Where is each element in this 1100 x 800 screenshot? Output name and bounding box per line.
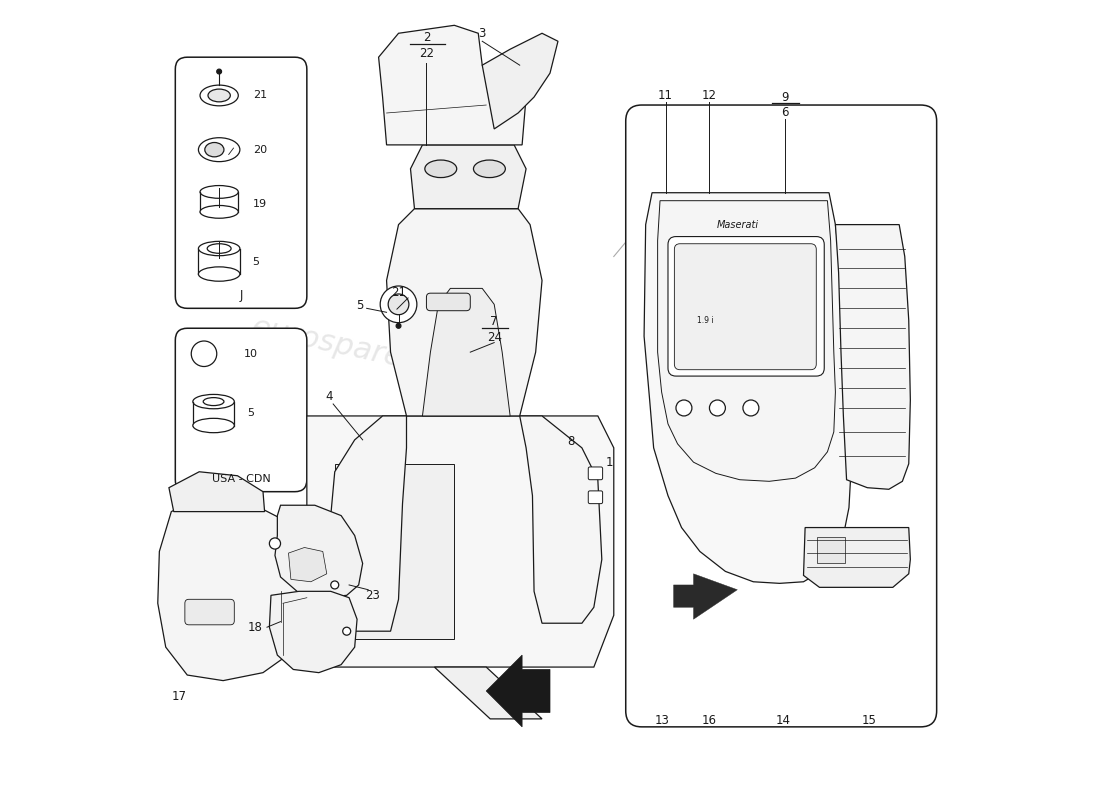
Text: 19: 19 [253, 199, 267, 209]
Polygon shape [288, 547, 327, 582]
Polygon shape [486, 655, 550, 727]
Ellipse shape [198, 138, 240, 162]
Text: 14: 14 [777, 714, 791, 727]
Text: 5: 5 [248, 408, 254, 418]
Ellipse shape [473, 160, 505, 178]
Text: Maserati: Maserati [716, 220, 758, 230]
Text: 12: 12 [702, 89, 717, 102]
Ellipse shape [200, 85, 239, 106]
Polygon shape [386, 209, 542, 416]
Text: 3: 3 [478, 26, 486, 40]
Text: 2: 2 [422, 30, 430, 44]
Text: 13: 13 [654, 714, 669, 727]
Ellipse shape [208, 89, 230, 102]
Polygon shape [519, 416, 602, 623]
Circle shape [331, 581, 339, 589]
Polygon shape [422, 288, 510, 416]
FancyBboxPatch shape [175, 57, 307, 308]
Text: 22: 22 [419, 46, 433, 60]
Polygon shape [327, 416, 407, 631]
Text: 7: 7 [491, 315, 498, 328]
Polygon shape [378, 26, 526, 145]
Circle shape [270, 538, 280, 549]
Text: 16: 16 [702, 714, 717, 727]
Ellipse shape [204, 398, 224, 406]
FancyBboxPatch shape [588, 467, 603, 480]
Text: 6: 6 [781, 106, 789, 119]
FancyBboxPatch shape [668, 237, 824, 376]
Circle shape [191, 341, 217, 366]
Ellipse shape [425, 160, 456, 178]
FancyBboxPatch shape [175, 328, 307, 492]
Polygon shape [334, 464, 454, 639]
Ellipse shape [381, 286, 417, 322]
Ellipse shape [192, 418, 234, 433]
Polygon shape [434, 667, 542, 719]
Text: 23: 23 [365, 589, 381, 602]
Ellipse shape [205, 142, 224, 157]
Circle shape [217, 69, 221, 74]
Text: 20: 20 [253, 145, 267, 154]
Ellipse shape [200, 186, 239, 198]
Text: eurospares: eurospares [249, 312, 421, 376]
Text: 15: 15 [861, 714, 877, 727]
Polygon shape [803, 527, 911, 587]
Ellipse shape [192, 394, 234, 409]
FancyBboxPatch shape [588, 491, 603, 504]
Text: J: J [240, 289, 243, 302]
Text: 5: 5 [253, 257, 260, 267]
Text: eurospares: eurospares [623, 312, 795, 376]
Circle shape [343, 627, 351, 635]
Text: 1: 1 [606, 456, 614, 469]
Text: 8: 8 [566, 435, 574, 448]
Circle shape [676, 400, 692, 416]
FancyBboxPatch shape [674, 244, 816, 370]
Polygon shape [482, 34, 558, 129]
Polygon shape [673, 574, 737, 619]
Text: 21: 21 [390, 286, 406, 299]
Ellipse shape [388, 294, 409, 314]
Text: 10: 10 [244, 349, 257, 358]
Polygon shape [645, 193, 851, 583]
Circle shape [742, 400, 759, 416]
Circle shape [710, 400, 725, 416]
Text: 11: 11 [658, 89, 673, 102]
Polygon shape [157, 500, 307, 681]
Text: 21: 21 [253, 90, 267, 101]
FancyBboxPatch shape [626, 105, 937, 727]
Ellipse shape [198, 242, 240, 256]
Polygon shape [169, 472, 265, 512]
Text: 5: 5 [356, 299, 363, 313]
Text: 17: 17 [172, 690, 186, 703]
Text: 1.9 i: 1.9 i [697, 316, 714, 325]
Polygon shape [275, 506, 363, 598]
Text: USA - CDN: USA - CDN [211, 474, 271, 484]
FancyBboxPatch shape [427, 293, 471, 310]
Polygon shape [817, 537, 845, 563]
Polygon shape [658, 201, 835, 482]
Text: 18: 18 [249, 621, 263, 634]
Text: 4: 4 [326, 390, 333, 402]
Ellipse shape [198, 267, 240, 282]
Ellipse shape [200, 206, 239, 218]
Polygon shape [410, 145, 526, 209]
Text: 24: 24 [486, 331, 502, 344]
Ellipse shape [207, 244, 231, 254]
Polygon shape [307, 416, 614, 667]
FancyBboxPatch shape [185, 599, 234, 625]
Polygon shape [270, 591, 358, 673]
Text: 9: 9 [781, 90, 789, 103]
Polygon shape [835, 225, 911, 490]
Circle shape [396, 323, 400, 328]
